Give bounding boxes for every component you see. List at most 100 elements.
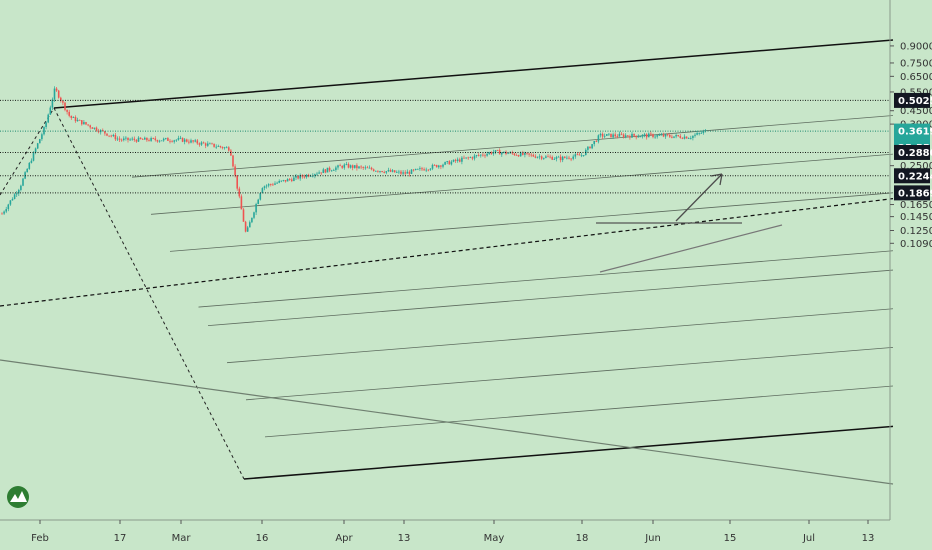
tradingview-logo-icon[interactable] <box>7 486 29 508</box>
candle-body <box>610 133 612 138</box>
candle-body <box>524 152 526 155</box>
candle-body <box>341 165 343 168</box>
candle-body <box>360 166 362 168</box>
candle-body <box>127 137 129 140</box>
candle-body <box>486 153 488 156</box>
candle-body <box>690 137 692 139</box>
candle-body <box>599 133 602 136</box>
candle-body <box>685 136 688 139</box>
candle-body <box>627 135 629 137</box>
candle-body <box>557 156 560 158</box>
candle-body <box>207 143 209 146</box>
candle-body <box>3 211 5 214</box>
candle-body <box>582 155 585 156</box>
candle-body <box>221 147 224 149</box>
candle-body <box>116 138 119 140</box>
candle-body <box>354 165 356 168</box>
channel-lower-line <box>243 425 894 480</box>
candle-body <box>492 152 495 154</box>
candle-body <box>286 179 289 182</box>
candle-body <box>219 146 222 148</box>
candle-body <box>488 152 490 154</box>
candle-body <box>576 154 579 156</box>
candle-body <box>549 156 551 158</box>
candle-body <box>274 183 276 185</box>
candle-body <box>349 165 352 168</box>
candle-body <box>358 166 360 169</box>
candle-body <box>517 155 520 157</box>
candle-body <box>43 127 45 135</box>
candle-body <box>55 88 58 91</box>
candle-body <box>662 134 665 137</box>
candle-body <box>5 209 7 212</box>
candle-body <box>190 140 192 143</box>
candle-body <box>595 141 598 142</box>
candle-body <box>555 157 558 159</box>
candle-body <box>322 169 325 174</box>
candle-body <box>333 170 335 171</box>
candle-body <box>427 169 430 171</box>
candle-body <box>186 139 188 142</box>
time-axis-tick: 18 <box>576 533 589 544</box>
price-badge-label: 0.3619 <box>898 127 932 138</box>
candle-body <box>606 134 608 136</box>
candle-body <box>95 127 98 131</box>
candle-body <box>515 154 518 156</box>
candle-body <box>566 157 568 159</box>
candle-body <box>490 152 493 154</box>
candle-body <box>379 171 381 172</box>
candle-body <box>293 177 295 182</box>
candle-body <box>669 135 671 137</box>
candle-body <box>26 168 28 173</box>
candle-body <box>442 164 444 167</box>
candle-body <box>309 175 312 177</box>
candle-body <box>70 115 73 118</box>
candle-body <box>480 154 482 156</box>
candle-body <box>654 136 656 138</box>
candle-body <box>307 174 310 177</box>
candle-body <box>618 133 621 137</box>
candle-body <box>440 165 442 167</box>
candle-body <box>328 167 331 171</box>
candle-body <box>188 141 190 143</box>
candle-body <box>217 146 220 147</box>
candle-body <box>154 138 157 141</box>
candle-body <box>108 135 110 137</box>
time-axis-tick: Apr <box>335 533 353 544</box>
candle-body <box>251 217 253 223</box>
candle-body <box>41 134 43 140</box>
candle-body <box>356 165 358 169</box>
candle-body <box>228 147 230 151</box>
candle-body <box>234 166 236 176</box>
candle-body <box>494 150 497 153</box>
candle-body <box>656 135 658 137</box>
candle-body <box>578 154 581 156</box>
candle-body <box>83 122 85 125</box>
time-axis[interactable]: Feb 17 Mar 16 Apr 13 May 18 Jun 15 Jul 13 <box>31 520 874 544</box>
candle-body <box>377 170 379 172</box>
candle-body <box>375 170 377 172</box>
candle-body <box>114 135 117 140</box>
candle-body <box>118 138 121 140</box>
candle-body <box>72 117 75 118</box>
candle-body <box>372 169 375 172</box>
candle-body <box>89 125 91 128</box>
candle-body <box>181 137 184 142</box>
candle-body <box>183 139 186 142</box>
candle-body <box>631 133 633 138</box>
time-axis-tick: Mar <box>172 533 192 544</box>
candle-body <box>249 222 251 228</box>
drawing-layer <box>0 39 894 485</box>
candle-body <box>614 134 616 137</box>
candle-body <box>450 161 453 165</box>
candle-body <box>572 156 574 159</box>
candle-body <box>236 175 238 189</box>
candle-body <box>454 159 457 162</box>
candle-body <box>526 152 528 154</box>
candle-body <box>463 157 465 159</box>
candle-body <box>68 111 70 116</box>
candle-body <box>173 140 175 142</box>
price-axis-tick: 0.6500 <box>900 72 932 83</box>
candle-body <box>144 137 146 140</box>
